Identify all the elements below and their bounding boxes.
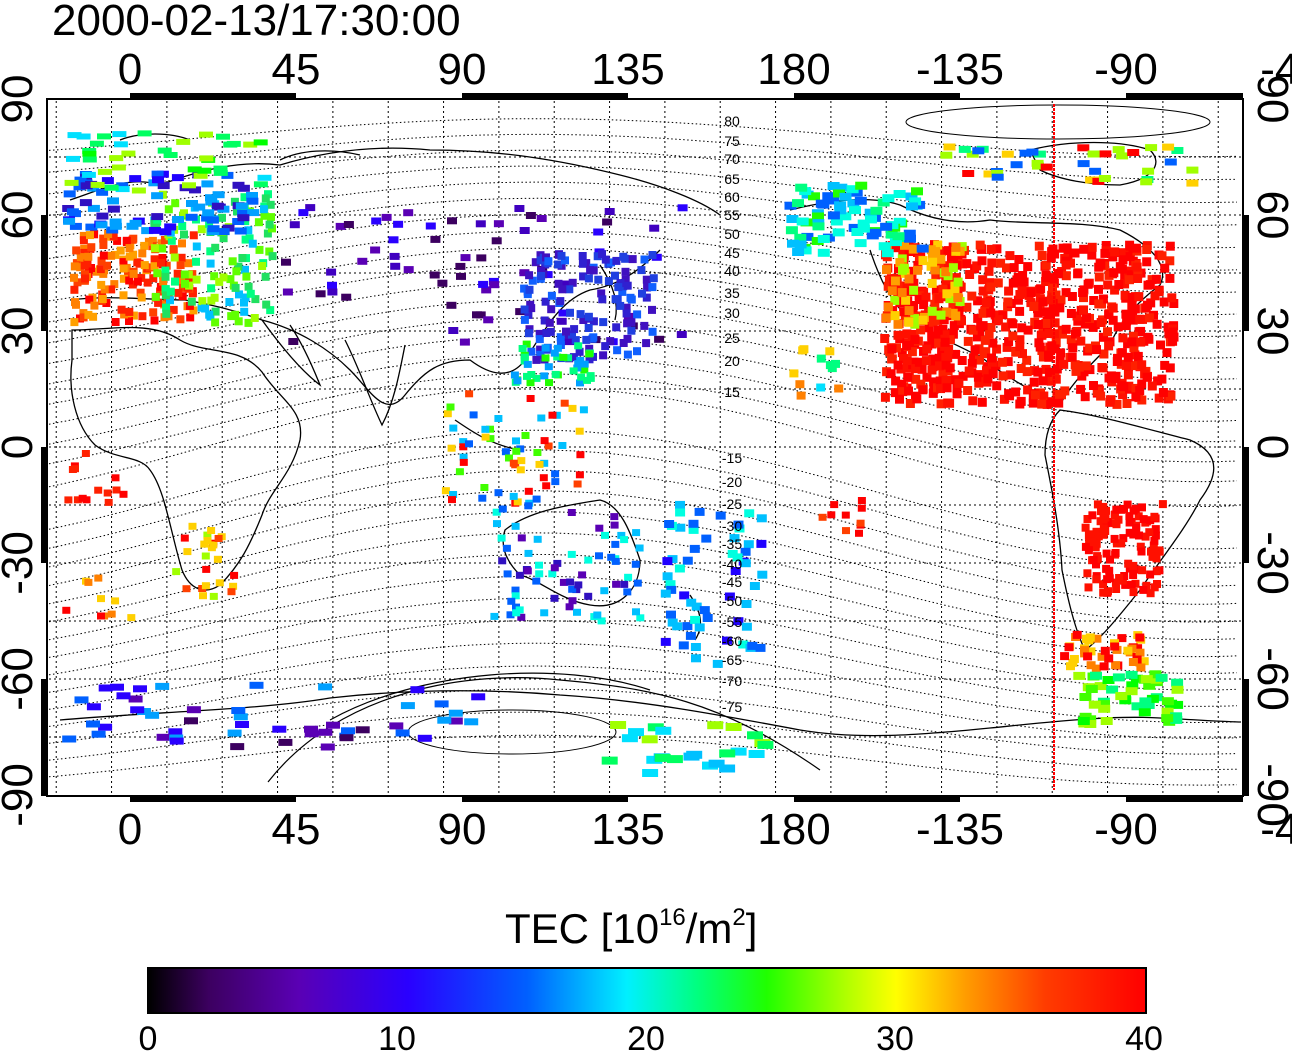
tec-world-map: 80 75 70 65 60 55 50 45 40 35 30 25 20 15 -15 -20 -25 -30… [0,45,1292,854]
contour-label: 40 [724,263,740,279]
contour-label: 65 [724,171,740,187]
bottom-lon-label: 135 [591,805,664,854]
left-lat-label: 30 [0,307,42,356]
bottom-lon-label: -90 [1094,805,1158,854]
bottom-lon-label: -135 [916,805,1004,854]
contour-label: -75 [722,699,742,715]
top-lon-label: 135 [591,45,664,94]
contour-label: -65 [722,652,742,668]
contour-label: 20 [724,353,740,369]
contour-label: 25 [724,330,740,346]
bottom-lon-label: -45 [1260,805,1292,854]
colorbar-tick: 30 [876,1020,914,1058]
contour-label: -70 [722,673,742,689]
contour-label: 50 [724,226,740,242]
left-lat-label: 60 [0,191,42,240]
left-lat-label: 0 [0,435,42,459]
top-lon-label: 180 [757,45,830,94]
left-lat-label: -60 [0,647,42,711]
bottom-lon-label: 0 [118,805,142,854]
lat-lon-grid [49,101,1241,794]
right-lat-label: -30 [1248,531,1292,595]
contour-label: 70 [724,151,740,167]
contour-label: 15 [724,384,740,400]
top-lon-label: -45 [1260,45,1292,94]
contour-label: -30 [722,518,742,534]
left-lat-label: -30 [0,531,42,595]
contour-label: 75 [724,133,740,149]
contour-label: -15 [722,450,742,466]
bottom-lon-label: 90 [438,805,487,854]
top-lon-label: -90 [1094,45,1158,94]
timestamp-title: 2000-02-13/17:30:00 [52,0,461,45]
left-lat-label: -90 [0,763,42,827]
bottom-lon-label: 45 [272,805,321,854]
colorbar-title: TEC [1016/m2] [505,904,758,952]
contour-label: 60 [724,189,740,205]
contour-label: -45 [722,574,742,590]
right-lat-label: -90 [1248,763,1292,827]
right-lat-label: 60 [1248,191,1292,240]
contour-label: 80 [724,113,740,129]
contour-label: -50 [722,593,742,609]
left-lat-label: 90 [0,75,42,124]
tec-data-points [62,130,1199,777]
colorbar [147,967,1147,1014]
contour-label: 35 [724,285,740,301]
right-lat-label: 90 [1248,75,1292,124]
top-lon-label: 0 [118,45,142,94]
contour-label: -60 [722,633,742,649]
top-lon-label: -135 [916,45,1004,94]
contour-label: 30 [724,305,740,321]
contour-label: -40 [722,556,742,572]
right-lat-label: 0 [1248,435,1292,459]
contour-labels: 80 75 70 65 60 55 50 45 40 35 30 25 20 15 -15 -20 -25 -30… [722,113,742,715]
colorbar-tick: 10 [378,1020,416,1058]
right-lat-label: -60 [1248,647,1292,711]
colorbar-tick: 0 [138,1020,158,1058]
contour-label: -55 [722,614,742,630]
axis-labels: 04590135180-135-90-4504590135180-135-90-… [0,45,1292,854]
right-lat-label: 30 [1248,307,1292,356]
colorbar-tick: 20 [627,1020,665,1058]
bottom-lon-label: 180 [757,805,830,854]
contour-label: 45 [724,245,740,261]
contour-label: -35 [722,536,742,552]
top-lon-label: 90 [438,45,487,94]
top-lon-label: 45 [272,45,321,94]
colorbar-tick: 40 [1125,1020,1163,1058]
contour-label: -20 [722,474,742,490]
contour-label: -25 [722,496,742,512]
contour-label: 55 [724,207,740,223]
